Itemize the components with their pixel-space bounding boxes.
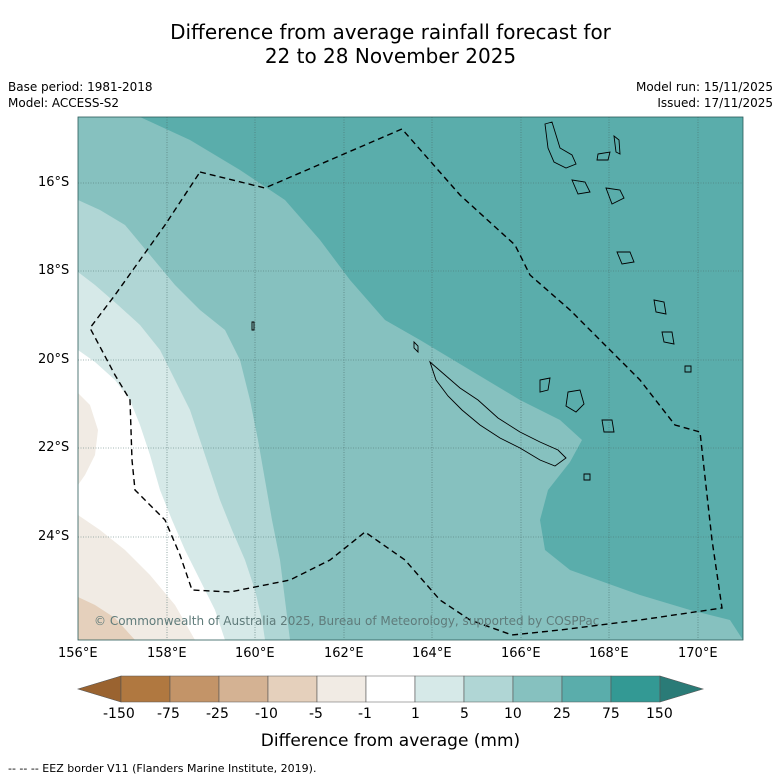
colorbar-tick: -10 (255, 706, 278, 722)
base-period-text: Base period: 1981-2018 (8, 80, 153, 94)
island (661, 331, 675, 345)
colorbar-tick: 25 (553, 706, 571, 722)
colorbar-swatch (561, 675, 612, 703)
title-line-2: 22 to 28 November 2025 (264, 44, 517, 68)
lon-label: 160°E (235, 646, 275, 661)
colorbar-swatch (267, 675, 318, 703)
island (653, 299, 667, 315)
eez-border (89, 128, 723, 636)
colorbar-extend-low (76, 675, 122, 703)
lon-label: 156°E (58, 646, 98, 661)
colorbar-tick: 1 (411, 706, 420, 722)
island (613, 134, 621, 155)
title-line-1: Difference from average rainfall forecas… (170, 20, 611, 44)
island (601, 419, 615, 433)
issued-text: Issued: 17/11/2025 (657, 96, 773, 110)
model-text: Model: ACCESS-S2 (8, 96, 120, 110)
colorbar-swatch (365, 675, 416, 703)
island (571, 179, 591, 195)
colorbar-swatch (512, 675, 563, 703)
colorbar-swatch (610, 675, 661, 703)
copyright-text: © Commonwealth of Australia 2025, Bureau… (94, 614, 600, 628)
lon-label: 168°E (589, 646, 629, 661)
colorbar-tick: -150 (103, 706, 135, 722)
colorbar-swatch (120, 675, 171, 703)
contour-band-minus1-5 (78, 393, 195, 640)
colorbar-swatch (169, 675, 220, 703)
islands (251, 121, 692, 481)
colorbar-tick: 75 (602, 706, 620, 722)
contour-band-25-75 (140, 117, 743, 640)
colorbar-tick: -1 (358, 706, 372, 722)
new-caledonia-island (429, 360, 567, 467)
island (684, 365, 692, 373)
model-run-text: Model run: 15/11/2025 (635, 80, 773, 94)
island (565, 389, 585, 413)
colorbar-tick: 10 (504, 706, 522, 722)
colorbar-swatch (316, 675, 367, 703)
colorbar-tick: -5 (309, 706, 323, 722)
lat-label: 22°S (38, 440, 70, 455)
island (605, 187, 625, 205)
colorbar (76, 675, 705, 703)
colorbar-swatch (218, 675, 269, 703)
lon-label: 170°E (678, 646, 718, 661)
colorbar-tick: 5 (460, 706, 469, 722)
lat-label: 20°S (38, 352, 70, 367)
island (539, 377, 551, 393)
lon-label: 158°E (147, 646, 187, 661)
island (413, 340, 419, 354)
island (544, 121, 577, 169)
grid-lines (78, 117, 743, 640)
colorbar-tick: 150 (646, 706, 673, 722)
island (596, 151, 611, 161)
colorbar-extend-high (659, 675, 705, 703)
lon-label: 162°E (324, 646, 364, 661)
colorbar-swatch (414, 675, 465, 703)
lon-label: 166°E (501, 646, 541, 661)
colorbar-tick: -75 (157, 706, 180, 722)
lat-label: 16°S (38, 175, 70, 190)
lon-label: 164°E (412, 646, 452, 661)
island (583, 473, 591, 481)
contour-band-minus5-10 (78, 597, 135, 640)
island (616, 251, 635, 265)
map-frame (77, 116, 744, 641)
lat-label: 18°S (38, 263, 70, 278)
lat-label: 24°S (38, 529, 70, 544)
island (251, 321, 255, 331)
colorbar-swatch (463, 675, 514, 703)
eez-legend-text: -- -- -- EEZ border V11 (Flanders Marine… (8, 762, 317, 775)
colorbar-title: Difference from average (mm) (260, 731, 521, 751)
rainfall-contours (78, 117, 743, 640)
colorbar-tick: -25 (206, 706, 229, 722)
